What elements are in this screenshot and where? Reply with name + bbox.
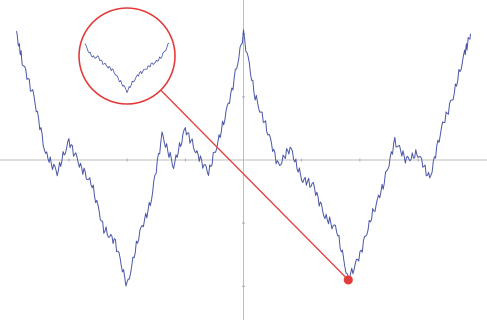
- zoom-inset-line: [84, 42, 170, 93]
- zoom-inset-circle: [78, 7, 176, 105]
- zoom-point-marker: [343, 275, 353, 285]
- zoom-connector: [160, 89, 349, 281]
- series-layer: [15, 29, 472, 287]
- series-line: [15, 29, 472, 287]
- zoom-layer: [78, 7, 353, 285]
- axis-ticks: [68, 33, 419, 287]
